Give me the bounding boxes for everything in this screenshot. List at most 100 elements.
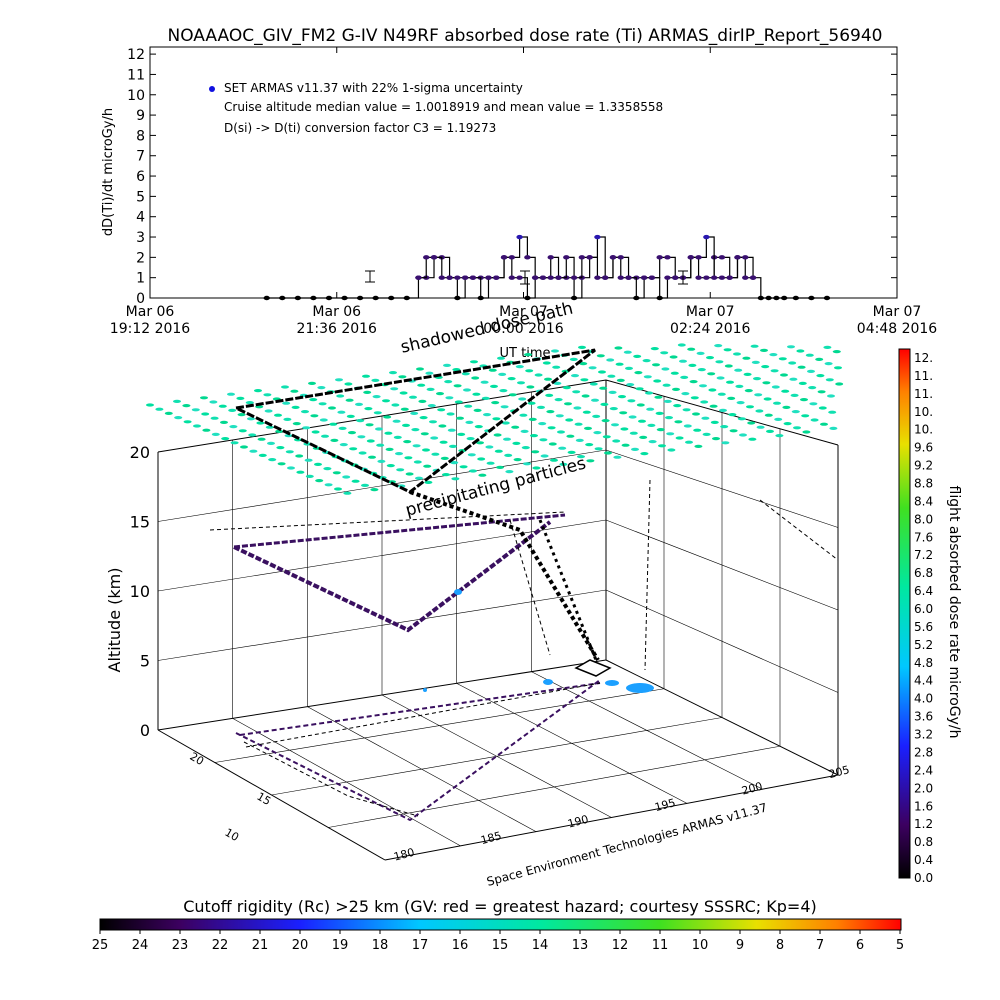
colorbar-tick-label: 9.2 (914, 459, 933, 473)
data-point (570, 275, 578, 280)
surface-cell (465, 420, 474, 424)
surface-cell (504, 453, 513, 457)
surface-cell (591, 398, 599, 402)
surface-cell (729, 429, 738, 433)
surface-cell (377, 459, 386, 463)
surface-cell (558, 446, 567, 450)
surface-cell (405, 472, 414, 476)
blue-features (423, 589, 654, 693)
surface-cell (349, 447, 358, 451)
surface-cell (390, 387, 399, 391)
surface-cell (626, 383, 635, 387)
surface-cell (791, 410, 800, 414)
data-point (372, 295, 379, 301)
surface-cell (545, 393, 554, 397)
surface-cell (511, 425, 520, 429)
latitude-ticks: 10 15 20 (187, 750, 273, 844)
x-tick-label: 19:12 2016 (110, 321, 191, 337)
data-point (687, 255, 694, 260)
grid-line (271, 717, 723, 796)
surface-cell (606, 358, 615, 362)
surface-cell (258, 453, 267, 457)
cutoff-tick-label: 10 (692, 938, 709, 953)
surface-cell (585, 443, 594, 447)
surface-cell (701, 416, 710, 420)
surface-cell (781, 389, 790, 393)
surface-cell (685, 440, 693, 444)
y-tick-label: 8 (136, 128, 145, 144)
colorbar-tick-label: 1.2 (914, 817, 933, 831)
surface-cell (832, 350, 841, 354)
colorbar-tick-label: 6.8 (914, 566, 933, 580)
surface-cell (395, 452, 403, 456)
surface-cell (797, 365, 806, 369)
cutoff-tick-label: 13 (572, 938, 589, 953)
surface-cell (483, 413, 491, 417)
surface-cell (555, 414, 564, 418)
z-axis-label: Altitude (km) (105, 568, 124, 673)
surface-cell (521, 446, 530, 450)
surface-cell (790, 393, 799, 397)
surface-cell (538, 422, 547, 426)
surface-cell (315, 479, 324, 483)
surface-cell (754, 393, 763, 397)
cutoff-tick-label: 11 (652, 938, 669, 953)
surface-cell (427, 404, 436, 408)
surface-cell (707, 372, 716, 376)
surface-cell (706, 356, 714, 360)
surface-cell (608, 390, 617, 394)
surface-cell (658, 444, 666, 448)
surface-cell (552, 365, 561, 369)
surface-cell (572, 390, 581, 394)
surface-cell (604, 451, 612, 455)
surface-cell (694, 444, 703, 448)
colorbar-tick-label: 1.6 (914, 799, 933, 813)
colorbar-tick-label: 2.0 (914, 781, 933, 795)
surface-cell (600, 402, 609, 406)
surface-cell (507, 377, 516, 381)
colorbar-gradient (898, 348, 911, 879)
data-point (633, 295, 640, 301)
data-point (792, 295, 800, 301)
surface-cell (284, 434, 293, 438)
surface-cell (416, 367, 424, 371)
surface-cell (756, 425, 765, 429)
surface-cell (477, 457, 486, 461)
dose-rate-colorbar: 0.0 0.4 0.8 1.2 1.6 2.0 2.4 2.8 3.2 3.6 4.0 4.4 4.8 5… (898, 348, 962, 885)
data-point (664, 255, 671, 260)
cutoff-tick-label: 8 (776, 938, 784, 953)
surface-cell (667, 448, 676, 452)
data-point (617, 275, 624, 280)
surface-cell (550, 458, 558, 462)
surface-cell (517, 381, 525, 385)
surface-cell (567, 450, 576, 454)
surface-cell (263, 393, 272, 397)
surface-cell (456, 416, 464, 420)
surface-cell (520, 429, 529, 433)
surface-cell (581, 394, 590, 398)
surface-cell (173, 399, 181, 403)
surface-cell (802, 430, 811, 434)
lat-tick-label: 10 (222, 826, 241, 844)
cutoff-tick-label: 7 (816, 938, 824, 953)
surface-cell (596, 354, 605, 358)
surface-cell (633, 354, 642, 358)
surface-cell (652, 363, 660, 367)
surface-cell (709, 404, 718, 408)
surface-cell (249, 449, 258, 453)
surface-cell (281, 385, 289, 389)
data-point (757, 295, 765, 301)
surface-cell (164, 411, 173, 415)
surface-cell (314, 462, 322, 466)
colorbar-tick-label: 10. (914, 423, 933, 437)
colorbar-tick-label: 6.4 (914, 584, 933, 598)
surface-cell (710, 420, 719, 424)
surface-cell (586, 459, 595, 463)
data-point (539, 275, 547, 280)
data-point (446, 275, 453, 280)
surface-cell (774, 417, 783, 421)
surface-cell (828, 410, 837, 414)
surface-cell (531, 450, 540, 454)
surface-cell (392, 419, 401, 423)
surface-cell (228, 408, 237, 412)
